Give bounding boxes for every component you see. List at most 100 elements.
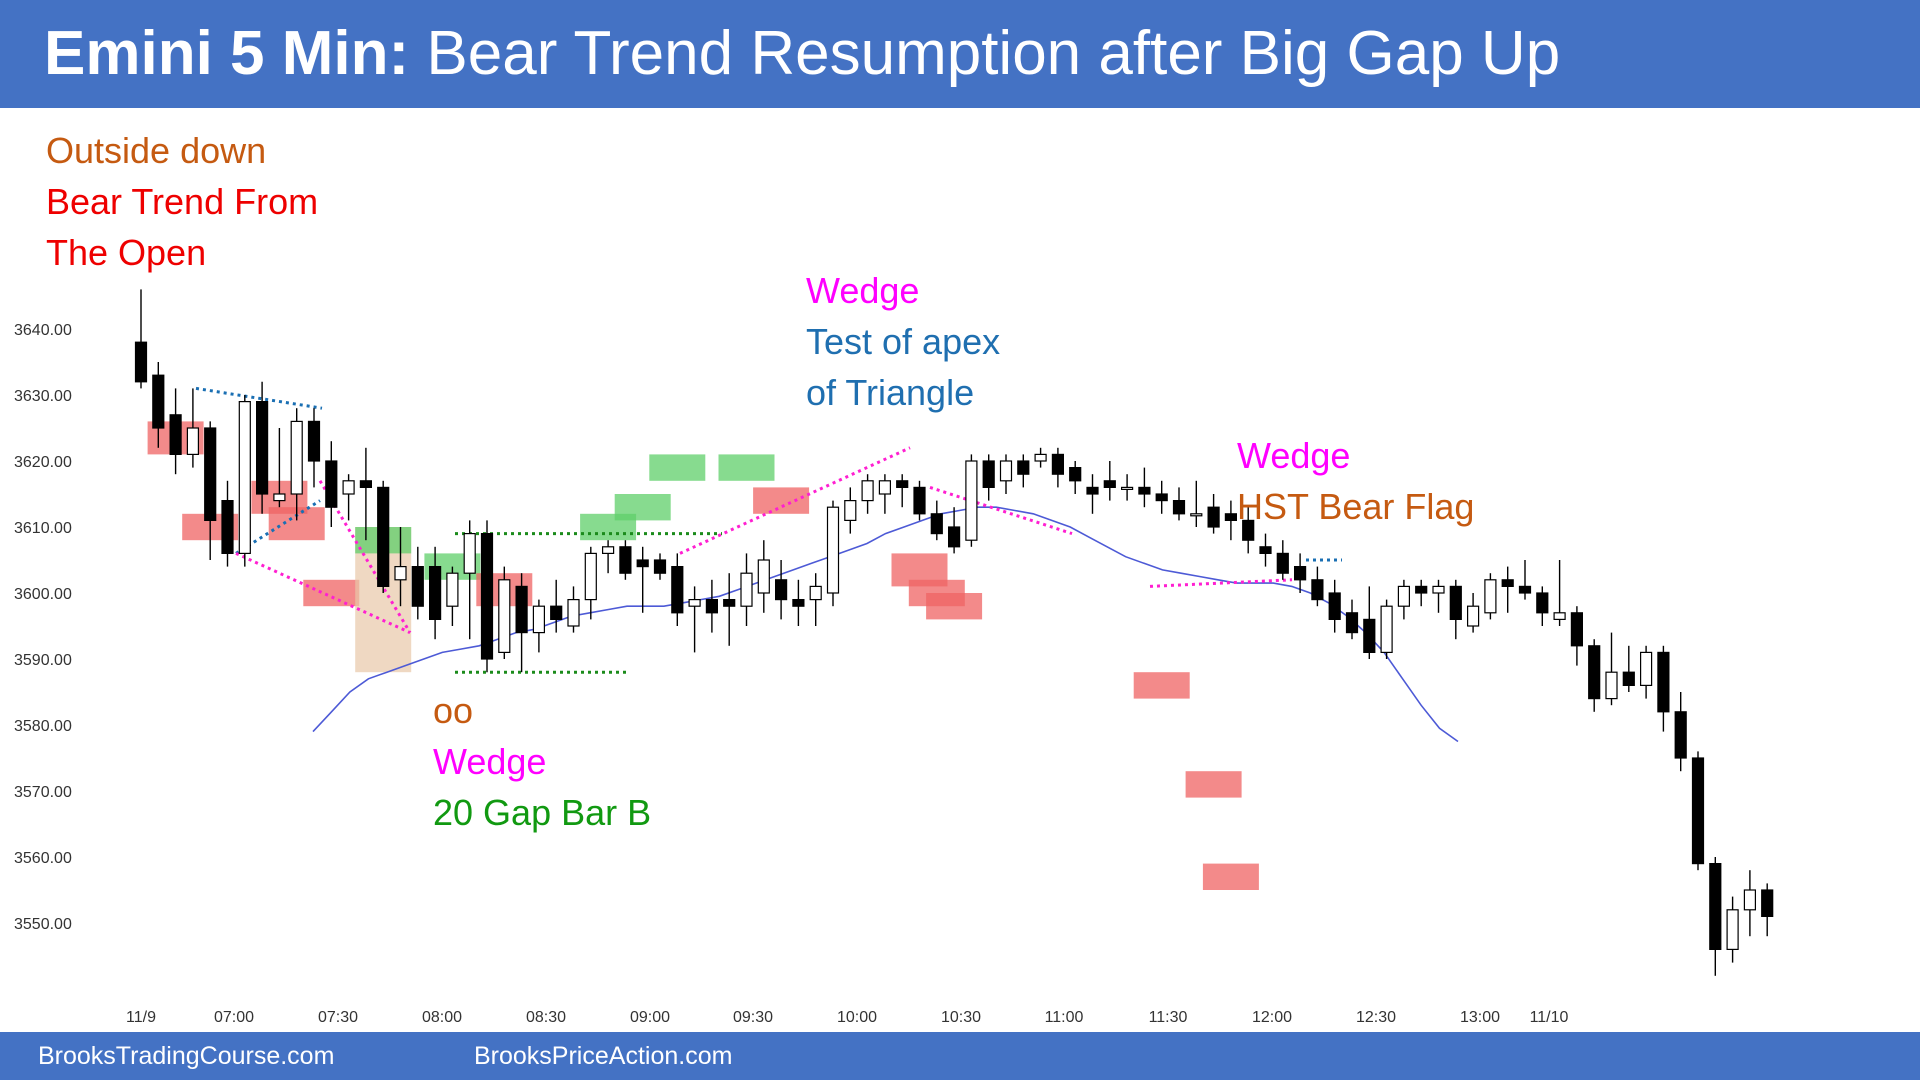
highlight-box — [649, 454, 706, 481]
bear-candle — [134, 341, 148, 383]
bear-candle — [705, 598, 719, 614]
highlight-box — [718, 454, 775, 481]
bear-candle — [1518, 585, 1532, 594]
bear-candle — [947, 526, 961, 548]
bear-candle — [429, 565, 442, 620]
x-axis-ticks: 11/9 07:00 07:30 08:00 08:30 09:00 09:30 10:00 1… — [126, 1009, 1569, 1026]
bear-candle — [515, 585, 528, 634]
annotation-test-of-apex: Test of apex — [806, 321, 1000, 362]
bear-candle — [1588, 645, 1601, 700]
bear-candle — [1328, 592, 1341, 620]
bull-candle — [1034, 453, 1047, 462]
bull-candle — [740, 572, 753, 607]
highlight-box — [1185, 771, 1242, 798]
bear-candle — [1155, 493, 1168, 502]
bear-candle — [1311, 579, 1324, 601]
bull-candle — [186, 427, 199, 455]
bear-candle — [1363, 618, 1376, 654]
bull-candle — [463, 532, 476, 574]
y-tick-label: 3640.00 — [14, 322, 72, 339]
bull-candle — [688, 598, 701, 607]
footer-link-brookstradingcourse[interactable]: BrooksTradingCourse.com — [38, 1042, 335, 1070]
annotation-wedge-3: Wedge — [1237, 435, 1350, 476]
dotted-trendline — [1149, 578, 1293, 588]
bear-candle — [1709, 862, 1722, 950]
bear-candle — [1051, 453, 1065, 475]
bull-candle — [861, 480, 874, 502]
bear-candle — [619, 546, 632, 574]
bear-candle — [1536, 592, 1549, 614]
bear-candle — [1103, 480, 1116, 488]
bear-candle — [1259, 546, 1272, 554]
bear-candle — [1674, 711, 1687, 759]
bear-candle — [1449, 585, 1462, 621]
header-bar — [0, 0, 1920, 108]
bear-candle — [1501, 579, 1514, 587]
chart-title: Emini 5 Min: Bear Trend Resumption after… — [44, 18, 1560, 89]
trend-lines — [195, 386, 1342, 674]
bear-candle — [930, 513, 943, 535]
y-tick-label: 3620.00 — [14, 454, 72, 471]
bull-candle — [1553, 612, 1566, 620]
y-tick-label: 3590.00 — [14, 652, 72, 669]
bear-candle — [480, 532, 494, 660]
x-tick-label: 09:30 — [733, 1009, 773, 1026]
footer-link-brookspriceaction[interactable]: BrooksPriceAction.com — [474, 1042, 733, 1070]
bear-candle — [1138, 486, 1151, 495]
y-tick-label: 3550.00 — [14, 916, 72, 933]
bull-candle — [1432, 585, 1445, 594]
bull-candle — [1190, 513, 1203, 517]
annotation-the-open: The Open — [46, 232, 206, 273]
bull-candle — [1397, 585, 1411, 607]
dotted-trendline — [679, 446, 911, 555]
bear-candle — [792, 598, 805, 607]
annotation-20-gap-bar-b: 20 Gap Bar B — [433, 792, 651, 833]
x-tick-label: 08:30 — [526, 1009, 566, 1026]
highlight-box — [1133, 672, 1190, 699]
bear-candle — [1657, 651, 1670, 713]
bull-candle — [1120, 486, 1134, 490]
chart-title-bold: Emini 5 Min: — [44, 19, 410, 88]
highlight-box — [614, 494, 671, 521]
bull-candle — [273, 493, 286, 502]
x-tick-label: 11/10 — [1530, 1009, 1569, 1026]
bear-candle — [377, 486, 390, 587]
bull-candle — [601, 546, 615, 554]
x-tick-label: 11:00 — [1045, 1009, 1084, 1026]
bear-candle — [1017, 460, 1030, 475]
bear-candle — [1172, 500, 1186, 515]
bear-candle — [152, 374, 165, 429]
bull-candle — [1639, 651, 1653, 687]
bull-candle — [809, 585, 822, 601]
bull-candle — [394, 565, 407, 581]
bear-candle — [774, 579, 788, 601]
bear-candle — [913, 486, 926, 515]
x-tick-label: 09:00 — [630, 1009, 670, 1026]
highlight-box — [303, 579, 360, 607]
annotation-bear-trend-from: Bear Trend From — [46, 181, 318, 222]
bear-candle — [1761, 889, 1774, 917]
annotation-outside-down: Outside down — [46, 130, 266, 171]
bear-candle — [307, 420, 321, 462]
bull-candle — [567, 598, 580, 627]
chart-title-rest: Bear Trend Resumption after Big Gap Up — [426, 19, 1561, 88]
annotation-wedge-1: Wedge — [433, 741, 546, 782]
bull-candle — [290, 420, 303, 495]
bear-candle — [1691, 757, 1705, 865]
bear-candle — [411, 565, 424, 607]
annotation-oo: oo — [433, 690, 473, 731]
y-tick-label: 3610.00 — [14, 520, 72, 537]
bear-candle — [636, 559, 649, 568]
x-tick-label: 07:30 — [318, 1009, 358, 1026]
bull-candle — [1605, 671, 1618, 700]
annotation-of-triangle: of Triangle — [806, 372, 974, 413]
bull-candle — [1380, 605, 1393, 654]
y-tick-label: 3570.00 — [14, 784, 72, 801]
bear-candle — [1415, 585, 1428, 594]
bear-candle — [1086, 486, 1099, 495]
bull-candle — [965, 460, 978, 541]
highlight-box — [753, 487, 810, 514]
y-tick-label: 3600.00 — [14, 586, 72, 603]
bear-candle — [550, 605, 563, 621]
bull-candle — [584, 552, 597, 601]
